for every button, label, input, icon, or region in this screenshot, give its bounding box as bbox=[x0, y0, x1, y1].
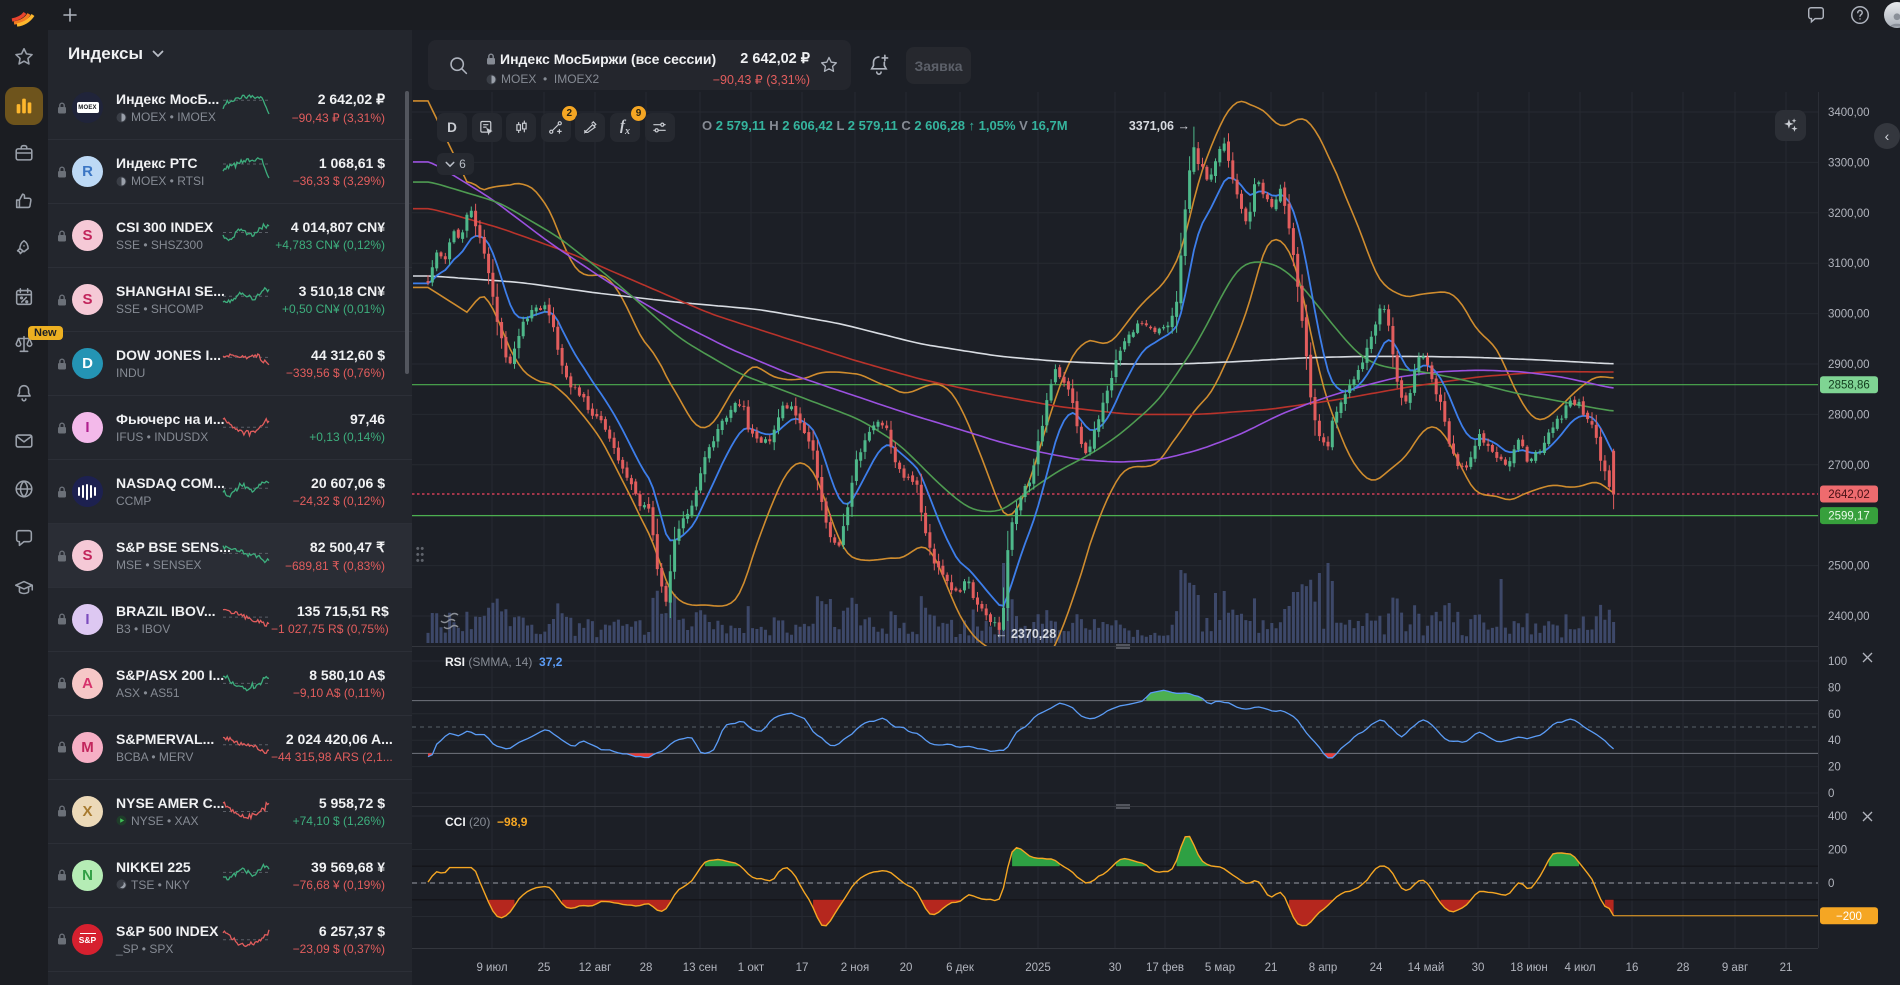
svg-text:80: 80 bbox=[1828, 682, 1841, 694]
svg-text:8 апр: 8 апр bbox=[1309, 962, 1338, 974]
svg-text:28: 28 bbox=[1677, 962, 1690, 974]
svg-text:3300,00: 3300,00 bbox=[1828, 157, 1870, 169]
svg-text:6 дек: 6 дек bbox=[946, 962, 975, 974]
svg-text:13 сен: 13 сен bbox=[683, 962, 717, 974]
svg-text:17 фев: 17 фев bbox=[1146, 962, 1184, 974]
svg-text:18 июн: 18 июн bbox=[1510, 962, 1547, 974]
svg-text:17: 17 bbox=[796, 962, 809, 974]
svg-text:−200: −200 bbox=[1836, 911, 1862, 923]
svg-text:2 ноя: 2 ноя bbox=[841, 962, 870, 974]
svg-text:24: 24 bbox=[1370, 962, 1383, 974]
svg-text:5 мар: 5 мар bbox=[1205, 962, 1235, 974]
svg-text:16: 16 bbox=[1626, 962, 1639, 974]
svg-text:25: 25 bbox=[538, 962, 551, 974]
svg-text:21: 21 bbox=[1780, 962, 1793, 974]
svg-text:2642,02: 2642,02 bbox=[1828, 489, 1870, 501]
svg-text:1 окт: 1 окт bbox=[738, 962, 765, 974]
svg-text:20: 20 bbox=[900, 962, 913, 974]
svg-text:0: 0 bbox=[1828, 878, 1834, 890]
svg-text:30: 30 bbox=[1472, 962, 1485, 974]
svg-text:2858,86: 2858,86 bbox=[1828, 380, 1870, 392]
svg-text:30: 30 bbox=[1109, 962, 1122, 974]
svg-text:2025: 2025 bbox=[1025, 962, 1051, 974]
svg-text:2800,00: 2800,00 bbox=[1828, 409, 1870, 421]
svg-text:9 авг: 9 авг bbox=[1722, 962, 1748, 974]
svg-text:28: 28 bbox=[640, 962, 653, 974]
svg-text:9 июл: 9 июл bbox=[476, 962, 507, 974]
svg-text:60: 60 bbox=[1828, 709, 1841, 721]
svg-text:3400,00: 3400,00 bbox=[1828, 107, 1870, 119]
svg-text:20: 20 bbox=[1828, 762, 1841, 774]
svg-text:2400,00: 2400,00 bbox=[1828, 611, 1870, 623]
svg-text:14 май: 14 май bbox=[1408, 962, 1445, 974]
svg-text:← 2370,28: ← 2370,28 bbox=[995, 627, 1056, 641]
svg-text:3200,00: 3200,00 bbox=[1828, 208, 1870, 220]
svg-text:100: 100 bbox=[1828, 656, 1847, 668]
svg-text:3371,06 →: 3371,06 → bbox=[1129, 119, 1190, 133]
svg-text:3100,00: 3100,00 bbox=[1828, 258, 1870, 270]
svg-text:2599,17: 2599,17 bbox=[1828, 511, 1870, 523]
svg-text:2900,00: 2900,00 bbox=[1828, 359, 1870, 371]
svg-text:21: 21 bbox=[1265, 962, 1278, 974]
svg-text:0: 0 bbox=[1828, 788, 1834, 800]
svg-text:40: 40 bbox=[1828, 735, 1841, 747]
svg-text:2700,00: 2700,00 bbox=[1828, 460, 1870, 472]
svg-text:2500,00: 2500,00 bbox=[1828, 561, 1870, 573]
svg-text:400: 400 bbox=[1828, 811, 1847, 823]
svg-text:12 авг: 12 авг bbox=[579, 962, 612, 974]
svg-text:200: 200 bbox=[1828, 845, 1847, 857]
svg-text:3000,00: 3000,00 bbox=[1828, 309, 1870, 321]
svg-text:4 июл: 4 июл bbox=[1564, 962, 1595, 974]
